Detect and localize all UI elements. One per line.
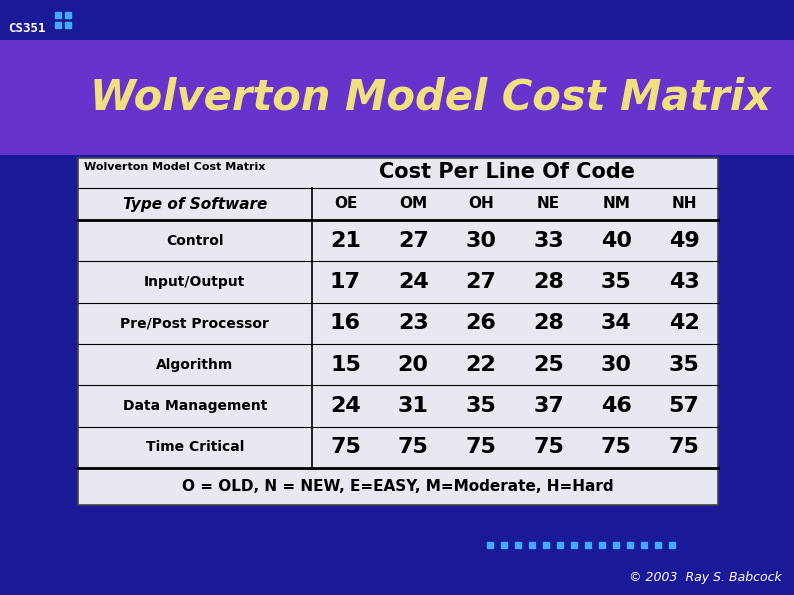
Text: O = OLD, N = NEW, E=EASY, M=Moderate, H=Hard: O = OLD, N = NEW, E=EASY, M=Moderate, H=… [182,479,614,494]
Text: 30: 30 [465,231,496,250]
Text: NE: NE [537,196,561,211]
Text: 20: 20 [398,355,429,375]
Text: 75: 75 [465,437,496,458]
Text: 17: 17 [330,272,361,292]
Text: Input/Output: Input/Output [145,275,245,289]
Text: 75: 75 [669,437,700,458]
Text: 24: 24 [330,396,360,416]
Text: 28: 28 [534,272,564,292]
Text: 49: 49 [669,231,700,250]
Text: 75: 75 [330,437,361,458]
Text: 35: 35 [465,396,496,416]
Text: OM: OM [399,196,427,211]
Text: 43: 43 [669,272,700,292]
Text: 27: 27 [398,231,429,250]
Text: 23: 23 [398,314,429,333]
Text: Pre/Post Processor: Pre/Post Processor [121,317,269,330]
Text: Wolverton Model Cost Matrix: Wolverton Model Cost Matrix [84,162,265,172]
Text: 57: 57 [669,396,700,416]
Text: 21: 21 [330,231,361,250]
Text: 42: 42 [669,314,700,333]
Text: Data Management: Data Management [122,399,267,413]
Text: OH: OH [468,196,494,211]
Text: 75: 75 [534,437,564,458]
Text: Cost Per Line Of Code: Cost Per Line Of Code [379,162,634,182]
Text: 28: 28 [534,314,564,333]
Text: 34: 34 [601,314,632,333]
Text: 46: 46 [601,396,632,416]
Text: NM: NM [603,196,630,211]
Text: © 2003  Ray S. Babcock: © 2003 Ray S. Babcock [630,572,782,584]
FancyBboxPatch shape [78,158,718,505]
Text: 37: 37 [534,396,564,416]
Text: 75: 75 [398,437,429,458]
Text: 33: 33 [534,231,564,250]
Text: 35: 35 [669,355,700,375]
Text: 22: 22 [465,355,496,375]
Text: 15: 15 [330,355,361,375]
Text: Control: Control [166,234,224,248]
Text: 30: 30 [601,355,632,375]
Text: Wolverton Model Cost Matrix: Wolverton Model Cost Matrix [90,77,770,118]
Text: 24: 24 [398,272,429,292]
Text: 26: 26 [465,314,496,333]
Text: 40: 40 [601,231,632,250]
Text: 25: 25 [534,355,564,375]
Text: 31: 31 [398,396,429,416]
FancyBboxPatch shape [0,40,794,155]
Text: Algorithm: Algorithm [156,358,233,372]
Text: 27: 27 [465,272,496,292]
Text: OE: OE [333,196,357,211]
Text: CS351: CS351 [8,21,45,35]
Text: Time Critical: Time Critical [145,440,244,455]
Text: Type of Software: Type of Software [122,196,267,211]
Text: NH: NH [672,196,697,211]
Text: 35: 35 [601,272,632,292]
Text: 75: 75 [601,437,632,458]
Text: 16: 16 [330,314,361,333]
